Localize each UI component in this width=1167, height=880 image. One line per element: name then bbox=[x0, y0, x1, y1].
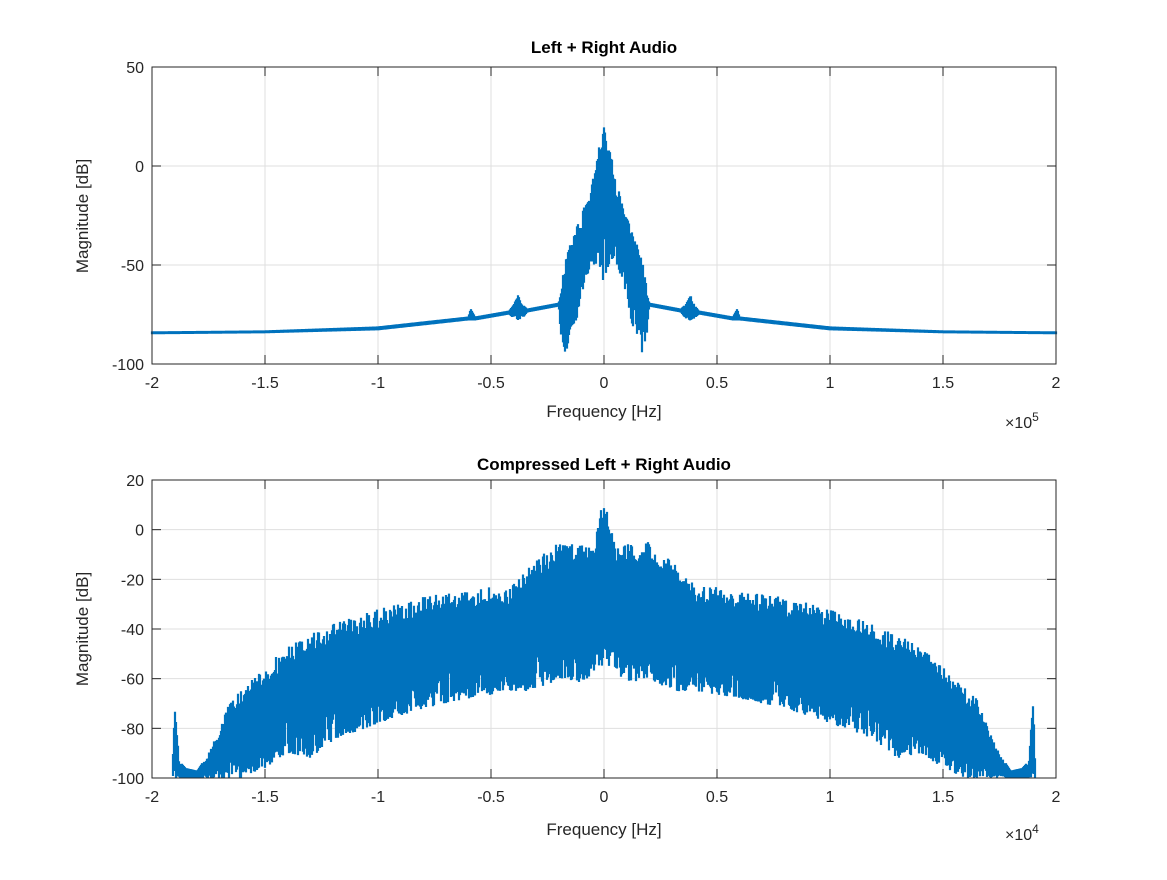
x-tick-label: 0.5 bbox=[706, 789, 728, 806]
y-tick-label: 0 bbox=[135, 159, 144, 176]
x-tick-label: -1.5 bbox=[251, 789, 279, 806]
y-tick-label: -60 bbox=[121, 672, 144, 689]
x-tick-label: 1 bbox=[826, 375, 835, 392]
x-tick-label: 2 bbox=[1052, 375, 1061, 392]
x-tick-label: -0.5 bbox=[477, 789, 505, 806]
chart-title: Left + Right Audio bbox=[531, 38, 677, 57]
x-exponent-label: ×105 bbox=[1005, 410, 1039, 432]
x-tick-label: 1.5 bbox=[932, 375, 954, 392]
chart-title: Compressed Left + Right Audio bbox=[477, 455, 731, 474]
x-tick-label: -1.5 bbox=[251, 375, 279, 392]
y-axis-label: Magnitude [dB] bbox=[73, 572, 92, 686]
y-tick-label: -80 bbox=[121, 721, 144, 738]
x-tick-label: -2 bbox=[145, 789, 159, 806]
axes-left-right-audio: Left + Right Audio Frequency [Hz] Magnit… bbox=[73, 38, 1061, 432]
y-tick-label: -50 bbox=[121, 258, 144, 275]
x-tick-label: 2 bbox=[1052, 789, 1061, 806]
x-tick-label: 0.5 bbox=[706, 375, 728, 392]
axes-compressed-audio: Compressed Left + Right Audio Frequency … bbox=[73, 455, 1061, 844]
x-tick-label: 1 bbox=[826, 789, 835, 806]
y-tick-label: 20 bbox=[126, 473, 144, 490]
x-exponent-label: ×104 bbox=[1005, 822, 1039, 844]
x-axis-label: Frequency [Hz] bbox=[546, 820, 661, 839]
x-tick-label: -2 bbox=[145, 375, 159, 392]
y-tick-label: -40 bbox=[121, 622, 144, 639]
x-tick-label: -1 bbox=[371, 375, 385, 392]
x-tick-label: 1.5 bbox=[932, 789, 954, 806]
y-tick-label: -100 bbox=[112, 771, 144, 788]
y-tick-label: 50 bbox=[126, 60, 144, 77]
x-tick-label: -0.5 bbox=[477, 375, 505, 392]
x-tick-label: 0 bbox=[600, 375, 609, 392]
x-tick-label: -1 bbox=[371, 789, 385, 806]
x-tick-label: 0 bbox=[600, 789, 609, 806]
y-tick-label: -100 bbox=[112, 357, 144, 374]
y-axis-label: Magnitude [dB] bbox=[73, 159, 92, 273]
y-tick-label: 0 bbox=[135, 523, 144, 540]
x-axis-label: Frequency [Hz] bbox=[546, 402, 661, 421]
y-tick-label: -20 bbox=[121, 572, 144, 589]
spectrum-series-line bbox=[171, 508, 1037, 778]
